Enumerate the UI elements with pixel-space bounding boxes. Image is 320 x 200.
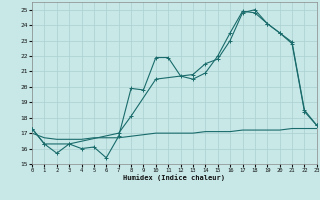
- X-axis label: Humidex (Indice chaleur): Humidex (Indice chaleur): [124, 175, 225, 181]
